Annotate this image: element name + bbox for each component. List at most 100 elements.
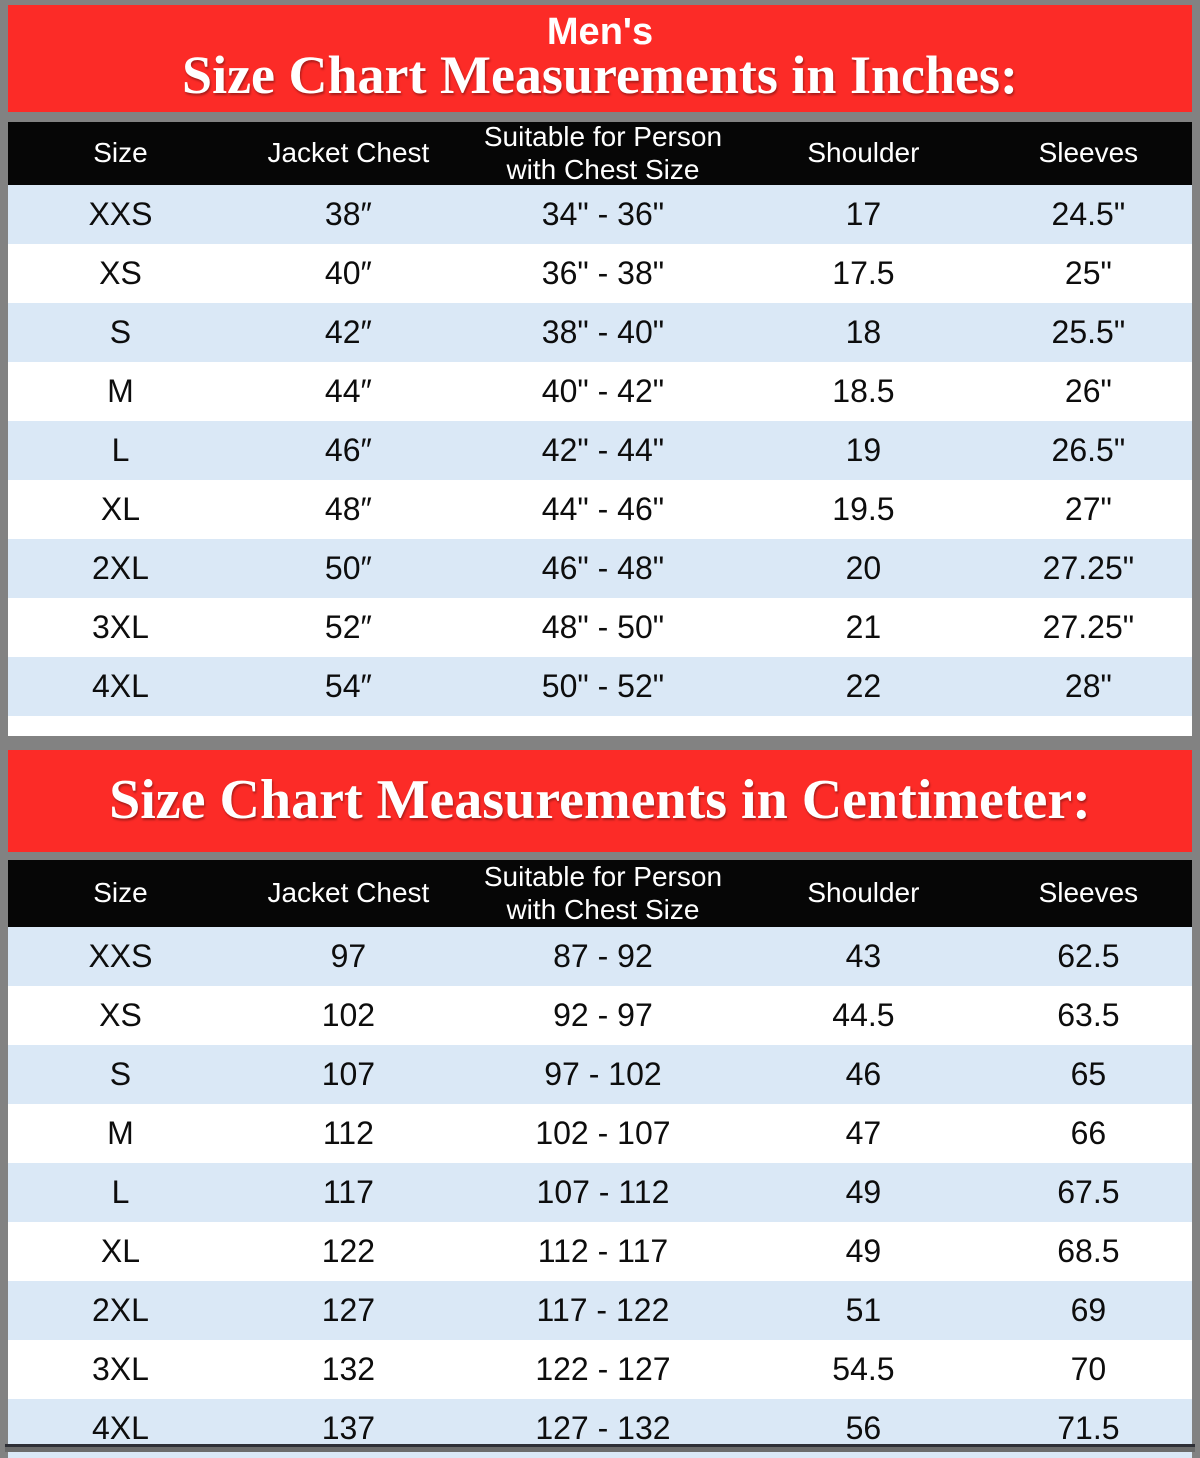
table-cell: XL <box>100 1233 141 1269</box>
table-cell: 112 <box>322 1115 374 1151</box>
table-cell: 3XL <box>92 609 149 645</box>
table-cell: 56 <box>845 1410 882 1446</box>
table-cell: 54.5 <box>832 1351 895 1387</box>
table-cell: L <box>111 1174 130 1210</box>
table-row: XL 122 112 - 117 49 68.5 <box>8 1222 1192 1281</box>
table-cell: L <box>111 432 130 468</box>
table-row: 4XL 137 127 - 132 56 71.5 <box>8 1399 1192 1458</box>
table-cell: 87 - 92 <box>553 938 653 974</box>
table-cell: 28" <box>1064 668 1112 704</box>
column-header: Size <box>93 877 148 909</box>
table-cell: 49 <box>845 1233 882 1269</box>
table-cell: 40" - 42" <box>541 373 665 409</box>
table-cell: 50″ <box>324 550 372 586</box>
table-cell: XS <box>99 255 142 291</box>
table-cell: 97 <box>330 938 367 974</box>
table-row: M 112 102 - 107 47 66 <box>8 1104 1192 1163</box>
table-cell: 70 <box>1070 1351 1107 1387</box>
table-cell: 4XL <box>92 1410 149 1446</box>
table-row: 4XL 54″ 50" - 52" 22 28" <box>8 657 1192 716</box>
table-cell: 38″ <box>324 196 372 232</box>
table-cell: 48″ <box>324 491 372 527</box>
table-cell: 117 - 122 <box>536 1292 670 1328</box>
table-row: M 44″ 40" - 42" 18.5 26" <box>8 362 1192 421</box>
table-cell: 34" - 36" <box>541 196 665 232</box>
table-cell: M <box>107 373 134 409</box>
table-cell: 102 <box>321 997 376 1033</box>
table-cell: 132 <box>321 1351 376 1387</box>
column-header: Shoulder <box>807 137 920 169</box>
table-cell: 25" <box>1064 255 1112 291</box>
table-cell: 18.5 <box>832 373 895 409</box>
table-cell: 3XL <box>92 1351 149 1387</box>
table-cell: 22 <box>845 668 882 704</box>
table-cell: 46″ <box>324 432 372 468</box>
bottom-bar <box>5 1444 1195 1452</box>
table-cell: 40″ <box>324 255 372 291</box>
table-cell: 54″ <box>324 668 372 704</box>
table-cell: 62.5 <box>1057 938 1120 974</box>
column-header: Jacket Chest <box>267 137 430 169</box>
table-cell: 19 <box>845 432 882 468</box>
table-cell: 17.5 <box>832 255 895 291</box>
table-cell: 42" - 44" <box>541 432 665 468</box>
column-header: Size <box>93 137 148 169</box>
table-cell: 66 <box>1070 1115 1107 1151</box>
divider <box>8 736 1192 750</box>
table-cell: 21 <box>845 609 882 645</box>
table-row: S 107 97 - 102 46 65 <box>8 1045 1192 1104</box>
table-cell: 25.5" <box>1051 314 1126 350</box>
table-cell: 46 <box>845 1056 882 1092</box>
table-cell: XXS <box>88 196 153 232</box>
table-cell: 102 - 107 <box>535 1115 671 1151</box>
table-cell: XL <box>100 491 141 527</box>
cm-banner: Size Chart Measurements in Centimeter: <box>8 750 1192 852</box>
table-cell: 44.5 <box>832 997 895 1033</box>
table-cell: 122 - 127 <box>535 1351 671 1387</box>
table-row: L 117 107 - 112 49 67.5 <box>8 1163 1192 1222</box>
table-row: 2XL 50″ 46" - 48" 20 27.25" <box>8 539 1192 598</box>
table-cell: 52″ <box>324 609 372 645</box>
table-cell: 117 <box>322 1174 374 1210</box>
table-cell: 51 <box>845 1292 882 1328</box>
table-row: XL 48″ 44" - 46" 19.5 27" <box>8 480 1192 539</box>
table-cell: XS <box>99 997 142 1033</box>
table-row: S 42″ 38" - 40" 18 25.5" <box>8 303 1192 362</box>
table-cell: 112 - 117 <box>537 1233 669 1269</box>
table-cell: 24.5" <box>1051 196 1126 232</box>
column-header: Suitable for Person with Chest Size <box>483 861 723 925</box>
table-cell: 97 - 102 <box>544 1056 662 1092</box>
table-cell: 17 <box>845 196 882 232</box>
table-cell: 27.25" <box>1042 550 1135 586</box>
table-row: XXS 97 87 - 92 43 62.5 <box>8 927 1192 986</box>
table-cell: 36" - 38" <box>541 255 665 291</box>
table-cell: S <box>109 1056 132 1092</box>
table-cell: 71.5 <box>1057 1410 1120 1446</box>
table-cell: 46" - 48" <box>541 550 665 586</box>
cm-banner-title: Size Chart Measurements in Centimeter: <box>109 769 1091 832</box>
table-cell: 19.5 <box>832 491 895 527</box>
table-cell: XXS <box>88 938 153 974</box>
table-row: XS 40″ 36" - 38" 17.5 25" <box>8 244 1192 303</box>
inches-table-header-row: Size Jacket Chest Suitable for Person with… <box>8 121 1192 185</box>
table-cell: 137 <box>321 1410 376 1446</box>
inches-table: Size Jacket Chest Suitable for Person with… <box>8 121 1192 736</box>
table-cell: 127 <box>321 1292 376 1328</box>
table-cell: 50" - 52" <box>541 668 665 704</box>
inches-banner-subtitle: Men's <box>546 11 654 54</box>
table-cell: 4XL <box>92 668 149 704</box>
table-cell: 2XL <box>92 550 149 586</box>
table-cell: 63.5 <box>1057 997 1120 1033</box>
divider <box>8 852 1192 860</box>
table-cell: 47 <box>845 1115 882 1151</box>
inches-banner-title: Size Chart Measurements in Inches: <box>182 45 1018 106</box>
table-cell: 27" <box>1064 491 1112 527</box>
table-cell: 2XL <box>92 1292 149 1328</box>
table-cell: 107 - 112 <box>536 1174 670 1210</box>
table-cell: 122 <box>321 1233 376 1269</box>
table-cell: 44″ <box>324 373 372 409</box>
column-header: Sleeves <box>1038 877 1139 909</box>
column-header: Suitable for Person with Chest Size <box>483 121 723 185</box>
cm-table-body: XXS 97 87 - 92 43 62.5 XS 102 92 - 97 44.5 63.5 S 1… <box>8 927 1192 1458</box>
